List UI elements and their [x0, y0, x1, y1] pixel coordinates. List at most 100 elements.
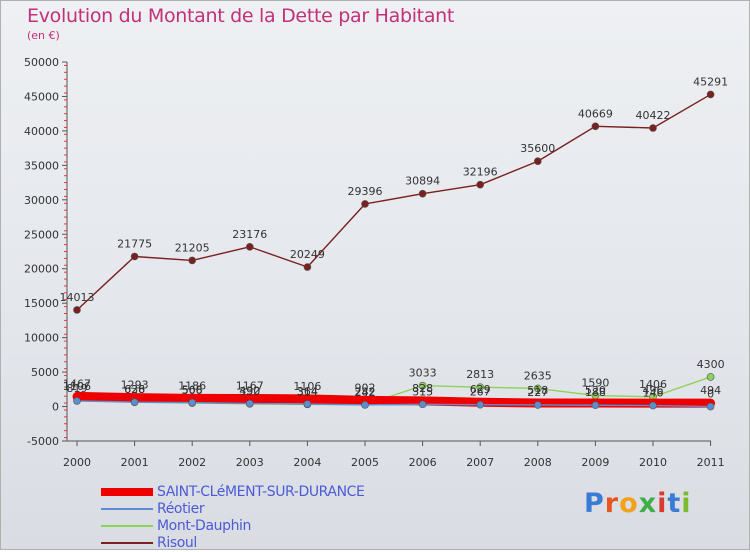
data-point: [418, 400, 427, 409]
data-label: 390: [239, 385, 260, 398]
data-label: 494: [700, 384, 721, 397]
y-tick-label: 30000: [24, 194, 59, 207]
data-label: 0: [707, 388, 714, 401]
chart-unit-label: (en €): [27, 29, 60, 42]
proxiti-logo: Proxiti: [584, 488, 692, 519]
chart-title: Evolution du Montant de la Dette par Hab…: [27, 5, 455, 27]
y-tick-label: 5000: [31, 366, 59, 379]
data-label: 2813: [466, 368, 494, 381]
data-label: 188: [585, 386, 606, 399]
data-label: 242: [355, 386, 376, 399]
x-axis-ticks: 2000 2001 2002 2003 2004 2005 2006 2007 2008 2009…: [63, 441, 725, 469]
data-label: 32196: [463, 166, 498, 179]
x-tick-label: 2001: [121, 456, 149, 469]
x-tick-label: 2004: [293, 456, 321, 469]
data-label: 364: [297, 385, 318, 398]
data-labels: 1467 1293 1186 1167 1106 902 828 629 518 520 496 49…: [60, 75, 729, 400]
axes: [64, 62, 711, 442]
data-point: [591, 122, 600, 131]
x-tick-label: 2009: [581, 456, 609, 469]
logo-letter: i: [681, 488, 692, 519]
y-tick-label: 20000: [24, 263, 59, 276]
data-label: 1590: [581, 377, 609, 390]
data-label: 29396: [348, 185, 383, 198]
data-point: [476, 400, 485, 409]
data-point: [188, 398, 196, 407]
series-line: [72, 391, 716, 408]
x-tick-label: 2000: [63, 456, 91, 469]
x-tick-label: 2010: [639, 456, 667, 469]
logo-letter: t: [667, 488, 682, 519]
data-label: 146: [643, 387, 664, 400]
data-point: [418, 381, 427, 390]
series-0: [72, 391, 716, 408]
y-tick-label: 40000: [24, 125, 59, 138]
data-label: 267: [470, 386, 491, 399]
data-label: 282: [355, 386, 376, 399]
data-label: 35600: [520, 142, 555, 155]
data-point: [649, 124, 657, 132]
y-tick-label: 45000: [24, 90, 59, 103]
data-point: [130, 398, 139, 406]
legend-swatch-mont-dauphin: [101, 525, 153, 527]
data-point: [706, 402, 715, 411]
x-tick-label: 2003: [236, 456, 264, 469]
legend-swatch-risoul: [101, 542, 153, 544]
data-point: [533, 384, 542, 393]
x-tick-label: 2005: [351, 456, 379, 469]
data-label: 314: [297, 385, 318, 398]
x-tick-label: 2011: [697, 456, 725, 469]
data-point: [591, 401, 600, 410]
data-point: [303, 400, 312, 408]
data-point: [706, 90, 715, 99]
x-tick-label: 2002: [178, 456, 206, 469]
data-label: 2635: [524, 369, 552, 382]
data-label: 568: [182, 384, 203, 397]
y-tick-label: 15000: [24, 297, 59, 310]
data-label: 40422: [636, 109, 671, 122]
data-label: 520: [585, 384, 606, 397]
data-label: 40669: [578, 107, 613, 120]
data-point: [533, 401, 542, 409]
data-label: 902: [355, 381, 376, 394]
data-point: [361, 200, 369, 208]
series-line: [76, 400, 712, 408]
series-3: [73, 90, 715, 314]
data-label: 21775: [117, 237, 152, 250]
data-point: [533, 157, 542, 166]
data-label: 432: [239, 385, 260, 398]
data-point: [476, 180, 485, 189]
y-tick-label: 50000: [24, 56, 59, 69]
data-label: 45291: [693, 75, 728, 88]
data-label: 1106: [293, 380, 321, 393]
data-label: 819: [67, 382, 88, 395]
data-point: [418, 189, 427, 198]
series-layer: [72, 90, 716, 411]
data-label: 1186: [178, 379, 206, 392]
legend-label-risoul: Risoul: [157, 535, 197, 551]
data-label: 23176: [232, 228, 267, 241]
data-label: 638: [124, 383, 145, 396]
y-axis-ticks: -5000 0 5000 10000 15000 20000 25000 30000 35000…: [24, 56, 67, 448]
data-label: 21205: [175, 241, 210, 254]
legend-swatch-saint-clement: [101, 488, 153, 496]
y-tick-label: 0: [52, 401, 59, 414]
data-label: 626: [124, 383, 145, 396]
legend-label-reotier: Réotier: [157, 501, 205, 517]
data-point: [361, 401, 369, 409]
logo-letter: r: [604, 488, 620, 519]
data-label: 828: [412, 382, 433, 395]
y-tick-label: 35000: [24, 159, 59, 172]
data-label: 496: [643, 384, 664, 397]
data-label: 1467: [63, 377, 91, 390]
series-line: [76, 93, 712, 311]
data-point: [188, 256, 196, 265]
legend-swatch-reotier: [101, 508, 153, 510]
x-tick-label: 2006: [409, 456, 437, 469]
data-label: 506: [182, 384, 203, 397]
y-tick-label: 25000: [24, 228, 59, 241]
data-point: [73, 397, 81, 405]
data-point: [246, 243, 254, 251]
